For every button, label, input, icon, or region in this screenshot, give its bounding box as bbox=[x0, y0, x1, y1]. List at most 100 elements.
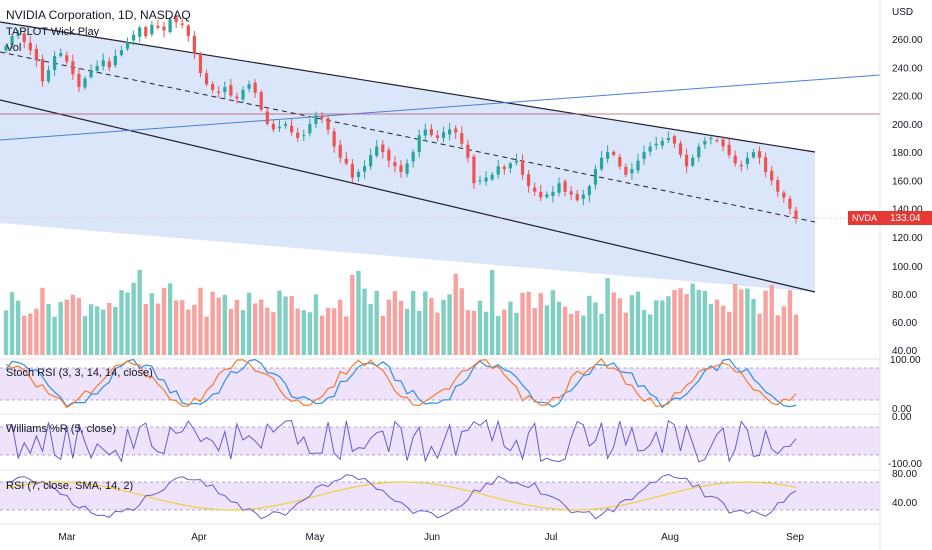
volume-bar bbox=[441, 299, 446, 355]
williams-pane-title[interactable]: Williams %R (5, close) bbox=[6, 423, 116, 435]
volume-bar bbox=[629, 295, 635, 355]
time-axis-label: Mar bbox=[58, 532, 76, 543]
time-axis-label: May bbox=[306, 532, 325, 543]
volume-bar bbox=[678, 288, 683, 355]
candle bbox=[125, 37, 130, 51]
candle bbox=[4, 44, 8, 54]
candle bbox=[387, 147, 391, 168]
volume-bar bbox=[240, 310, 246, 355]
candle bbox=[794, 206, 798, 224]
candle bbox=[247, 80, 251, 93]
candle bbox=[648, 141, 652, 156]
volume-bar bbox=[654, 300, 659, 355]
volume-bar bbox=[726, 311, 732, 355]
time-axis-label: Aug bbox=[661, 532, 679, 543]
volume-bar bbox=[143, 303, 148, 355]
rsi-pane-title[interactable]: RSI (7, close, SMA, 14, 2) bbox=[6, 480, 133, 492]
candle bbox=[520, 154, 525, 180]
channel-center-line bbox=[0, 51, 816, 223]
volume-bar bbox=[720, 305, 726, 355]
candle bbox=[162, 21, 166, 38]
stoch-pane-title[interactable]: Stoch RSI (3, 3, 14, 14, close) bbox=[6, 367, 153, 379]
volume-bar bbox=[751, 298, 756, 355]
stoch-tick-bottom: 0.00 bbox=[892, 404, 912, 415]
volume-bar bbox=[617, 298, 622, 355]
volume-bar bbox=[210, 291, 215, 355]
volume-bar bbox=[319, 315, 325, 355]
last-price-tag[interactable] bbox=[880, 211, 932, 225]
volume-bar bbox=[684, 294, 689, 355]
volume-bar bbox=[82, 316, 88, 355]
volume-bar bbox=[301, 310, 306, 355]
volume-bar bbox=[641, 309, 647, 355]
candle bbox=[484, 171, 488, 186]
price-tick-label: 200.00 bbox=[892, 120, 923, 131]
volume-bar bbox=[739, 289, 744, 355]
volume-bar bbox=[252, 303, 258, 355]
candle bbox=[77, 67, 81, 93]
volume-bar bbox=[34, 308, 39, 355]
volume-bar bbox=[167, 283, 173, 355]
candle bbox=[405, 159, 409, 178]
candle bbox=[217, 86, 221, 99]
candle bbox=[332, 127, 336, 153]
volume-bar bbox=[429, 298, 434, 355]
volume-bar bbox=[471, 310, 477, 355]
volume-tick-label: 100.00 bbox=[892, 262, 923, 273]
candle bbox=[539, 185, 543, 202]
stoch-d-line bbox=[5, 357, 797, 409]
candle bbox=[782, 190, 786, 204]
volume-bar bbox=[246, 292, 252, 355]
indicator-label-taplot[interactable]: TAPLOT Wick Play bbox=[6, 26, 100, 38]
price-tick-label: 180.00 bbox=[892, 148, 923, 159]
candle bbox=[581, 189, 585, 206]
volume-bar bbox=[228, 308, 234, 355]
candle bbox=[223, 81, 227, 99]
volume-bar bbox=[745, 288, 750, 355]
volume-bar bbox=[496, 316, 501, 355]
candle bbox=[277, 119, 282, 132]
candle bbox=[770, 166, 774, 186]
volume-tick-label: 80.00 bbox=[892, 290, 917, 301]
candle bbox=[314, 111, 318, 129]
volume-bar bbox=[283, 296, 288, 355]
candle bbox=[460, 126, 464, 148]
volume-bar bbox=[362, 288, 367, 355]
candle bbox=[496, 159, 500, 179]
candle bbox=[715, 138, 719, 143]
volume-bar bbox=[526, 291, 531, 355]
rsi-tick-top: 80.00 bbox=[892, 469, 917, 480]
volume-bar bbox=[793, 314, 799, 355]
candle bbox=[697, 143, 701, 162]
candle bbox=[375, 140, 379, 158]
candle bbox=[569, 186, 573, 201]
candle bbox=[71, 54, 75, 80]
volume-bar bbox=[186, 309, 191, 355]
candle bbox=[660, 137, 664, 149]
volume-bar bbox=[489, 270, 495, 355]
candle bbox=[721, 136, 725, 152]
volume-bar bbox=[216, 297, 221, 355]
volume-bar bbox=[672, 290, 677, 355]
currency-label: USD bbox=[892, 7, 913, 18]
volume-bar bbox=[532, 308, 537, 355]
candle bbox=[211, 81, 215, 94]
candle bbox=[16, 29, 20, 39]
candle bbox=[599, 151, 604, 172]
candle bbox=[369, 148, 373, 170]
volume-bar bbox=[180, 300, 185, 355]
indicator-label-vol[interactable]: Vol bbox=[6, 42, 21, 54]
candle bbox=[417, 129, 421, 158]
candle bbox=[89, 64, 93, 79]
price-tick-label: 260.00 bbox=[892, 35, 923, 46]
volume-bar bbox=[289, 295, 294, 355]
volume-bar bbox=[459, 288, 464, 355]
candle bbox=[563, 179, 567, 197]
volume-bar bbox=[714, 299, 720, 355]
rsi-line bbox=[5, 473, 797, 520]
price-tick-label: 120.00 bbox=[892, 233, 923, 244]
candle bbox=[642, 145, 646, 165]
candle bbox=[587, 184, 591, 203]
volume-bar bbox=[605, 278, 610, 355]
volume-bar bbox=[265, 307, 270, 355]
